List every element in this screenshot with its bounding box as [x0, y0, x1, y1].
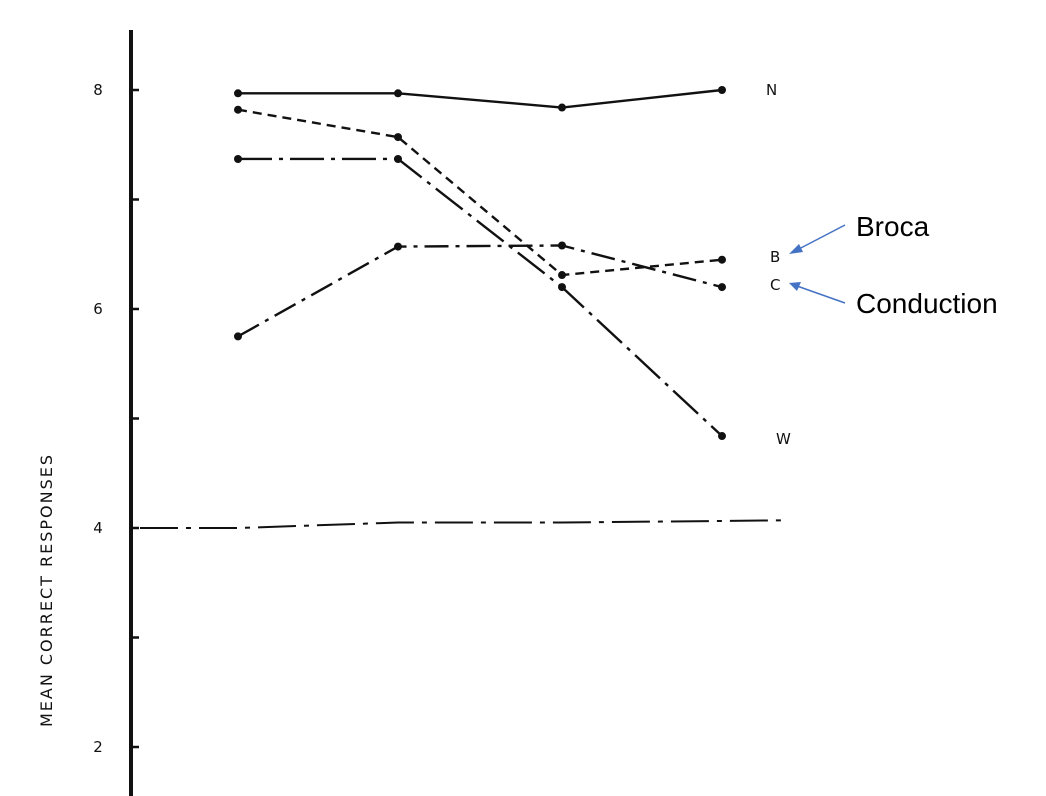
point-C-3 [558, 241, 566, 250]
series-label-W: W [776, 430, 791, 448]
point-W-4 [718, 432, 726, 441]
y-tick-label: 6 [93, 300, 103, 318]
point-N-4 [718, 86, 726, 94]
point-B-1 [234, 105, 242, 114]
point-C-1 [234, 332, 242, 341]
point-W-1 [234, 154, 242, 163]
y-axis-label: MEAN CORRECT RESPONSES [37, 453, 56, 727]
annotation-conduction-arrow [796, 285, 846, 304]
annotation-broca-arrowhead [789, 244, 803, 254]
point-C-2 [394, 242, 402, 251]
point-W-2 [394, 154, 402, 163]
y-tick-label: 8 [93, 81, 103, 99]
point-N-3 [558, 103, 566, 112]
series-layer: N BC W [234, 81, 791, 448]
series-line-N [238, 88, 723, 109]
series-line-C [237, 244, 723, 338]
series-label-B: B [770, 248, 780, 266]
series-label-C: C [770, 276, 780, 294]
point-B-4 [718, 255, 726, 264]
point-B-2 [394, 133, 402, 142]
point-C-4 [718, 283, 726, 292]
y-tick-label: 2 [93, 738, 103, 756]
annotation-broca-arrow [796, 224, 846, 251]
chance-line-path [140, 519, 786, 529]
point-N-1 [234, 89, 242, 98]
point-N-2 [394, 89, 402, 98]
y-ticks: 2 4 6 8 [93, 81, 139, 756]
annotation-conduction-arrowhead [789, 282, 801, 291]
series-label-N: N [766, 81, 777, 99]
series-line-W [238, 157, 723, 437]
chance-line [140, 519, 786, 529]
annotation-broca: Broca [856, 211, 930, 242]
annotation-conduction: Conduction [856, 288, 998, 319]
y-tick-label: 4 [93, 519, 103, 537]
series-line-B [237, 108, 723, 277]
point-B-3 [558, 271, 566, 280]
point-W-3 [558, 283, 566, 292]
